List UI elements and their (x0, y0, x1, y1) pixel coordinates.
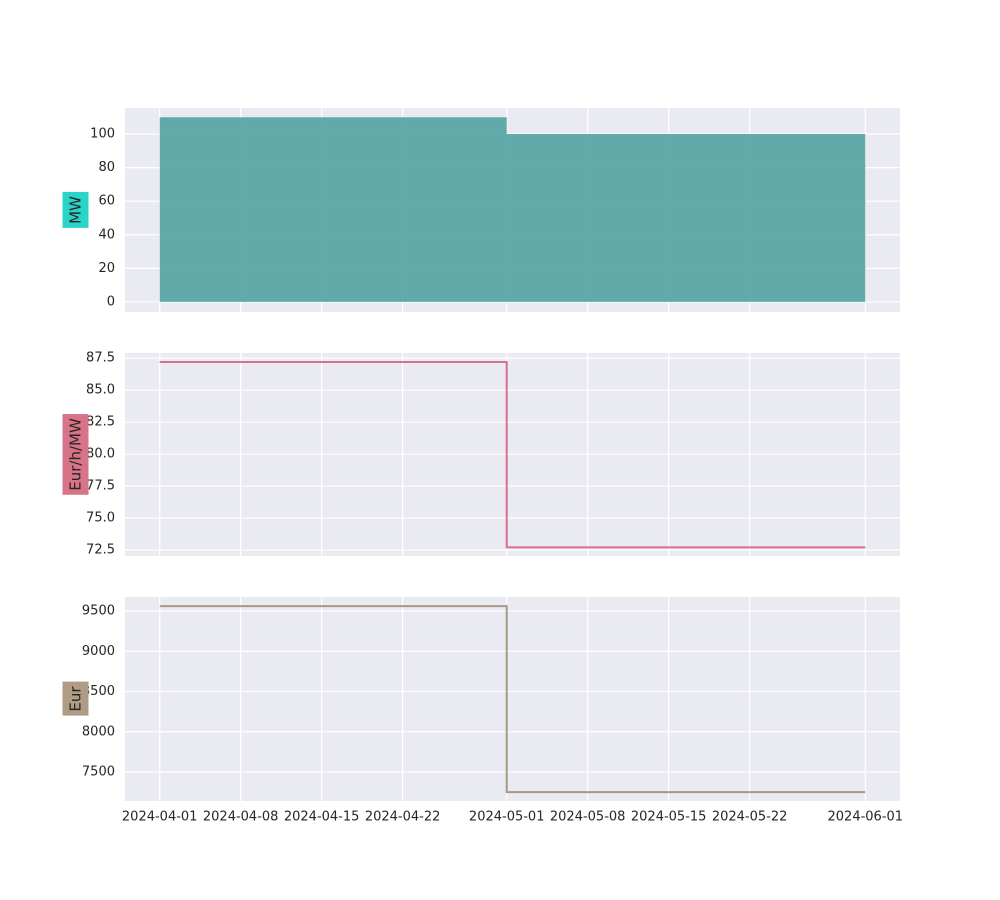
y-tick-label: 40 (98, 227, 115, 242)
x-tick-label: 2024-04-15 (284, 810, 360, 825)
area (159, 117, 866, 302)
y-tick-label: 60 (98, 194, 115, 209)
x-tick-label: 2024-04-01 (122, 810, 198, 825)
y-axis-label: Eur (62, 681, 89, 716)
plot-area (125, 597, 900, 801)
y-tick-label: 80 (98, 160, 115, 175)
x-tick-label: 2024-05-15 (631, 810, 707, 825)
y-tick-label: 87.5 (86, 351, 115, 366)
y-tick-label: 20 (98, 261, 115, 276)
x-tick-label: 2024-06-01 (828, 810, 904, 825)
x-tick-label: 2024-05-08 (550, 810, 626, 825)
y-label-text: Eur (67, 686, 85, 712)
y-tick-label: 9000 (82, 644, 115, 659)
y-tick-label: 9500 (82, 604, 115, 619)
y-label-text: MW (67, 196, 85, 224)
x-tick-label: 2024-05-01 (469, 810, 545, 825)
y-tick-label: 72.5 (86, 542, 115, 557)
y-tick-label: 8000 (82, 724, 115, 739)
y-tick-label: 75.0 (86, 511, 115, 526)
y-tick-label: 80.0 (86, 447, 115, 462)
y-tick-label: 77.5 (86, 479, 115, 494)
y-label-box (62, 681, 89, 716)
y-tick-label: 0 (107, 294, 115, 309)
y-label-box (62, 414, 89, 495)
line (159, 360, 866, 549)
x-tick-label: 2024-05-22 (712, 810, 788, 825)
y-label-box (62, 191, 89, 228)
y-tick-label: 8500 (82, 684, 115, 699)
y-tick-label: 82.5 (86, 415, 115, 430)
x-tick-label: 2024-04-22 (365, 810, 441, 825)
y-tick-label: 100 (90, 127, 115, 142)
y-axis-label: Eur/h/MW (62, 414, 89, 495)
y-label-text: Eur/h/MW (67, 418, 85, 491)
x-tick-label: 2024-04-08 (203, 810, 279, 825)
y-tick-label: 7500 (82, 765, 115, 780)
line (159, 605, 866, 794)
y-axis-label: MW (62, 191, 89, 228)
y-tick-label: 85.0 (86, 383, 115, 398)
